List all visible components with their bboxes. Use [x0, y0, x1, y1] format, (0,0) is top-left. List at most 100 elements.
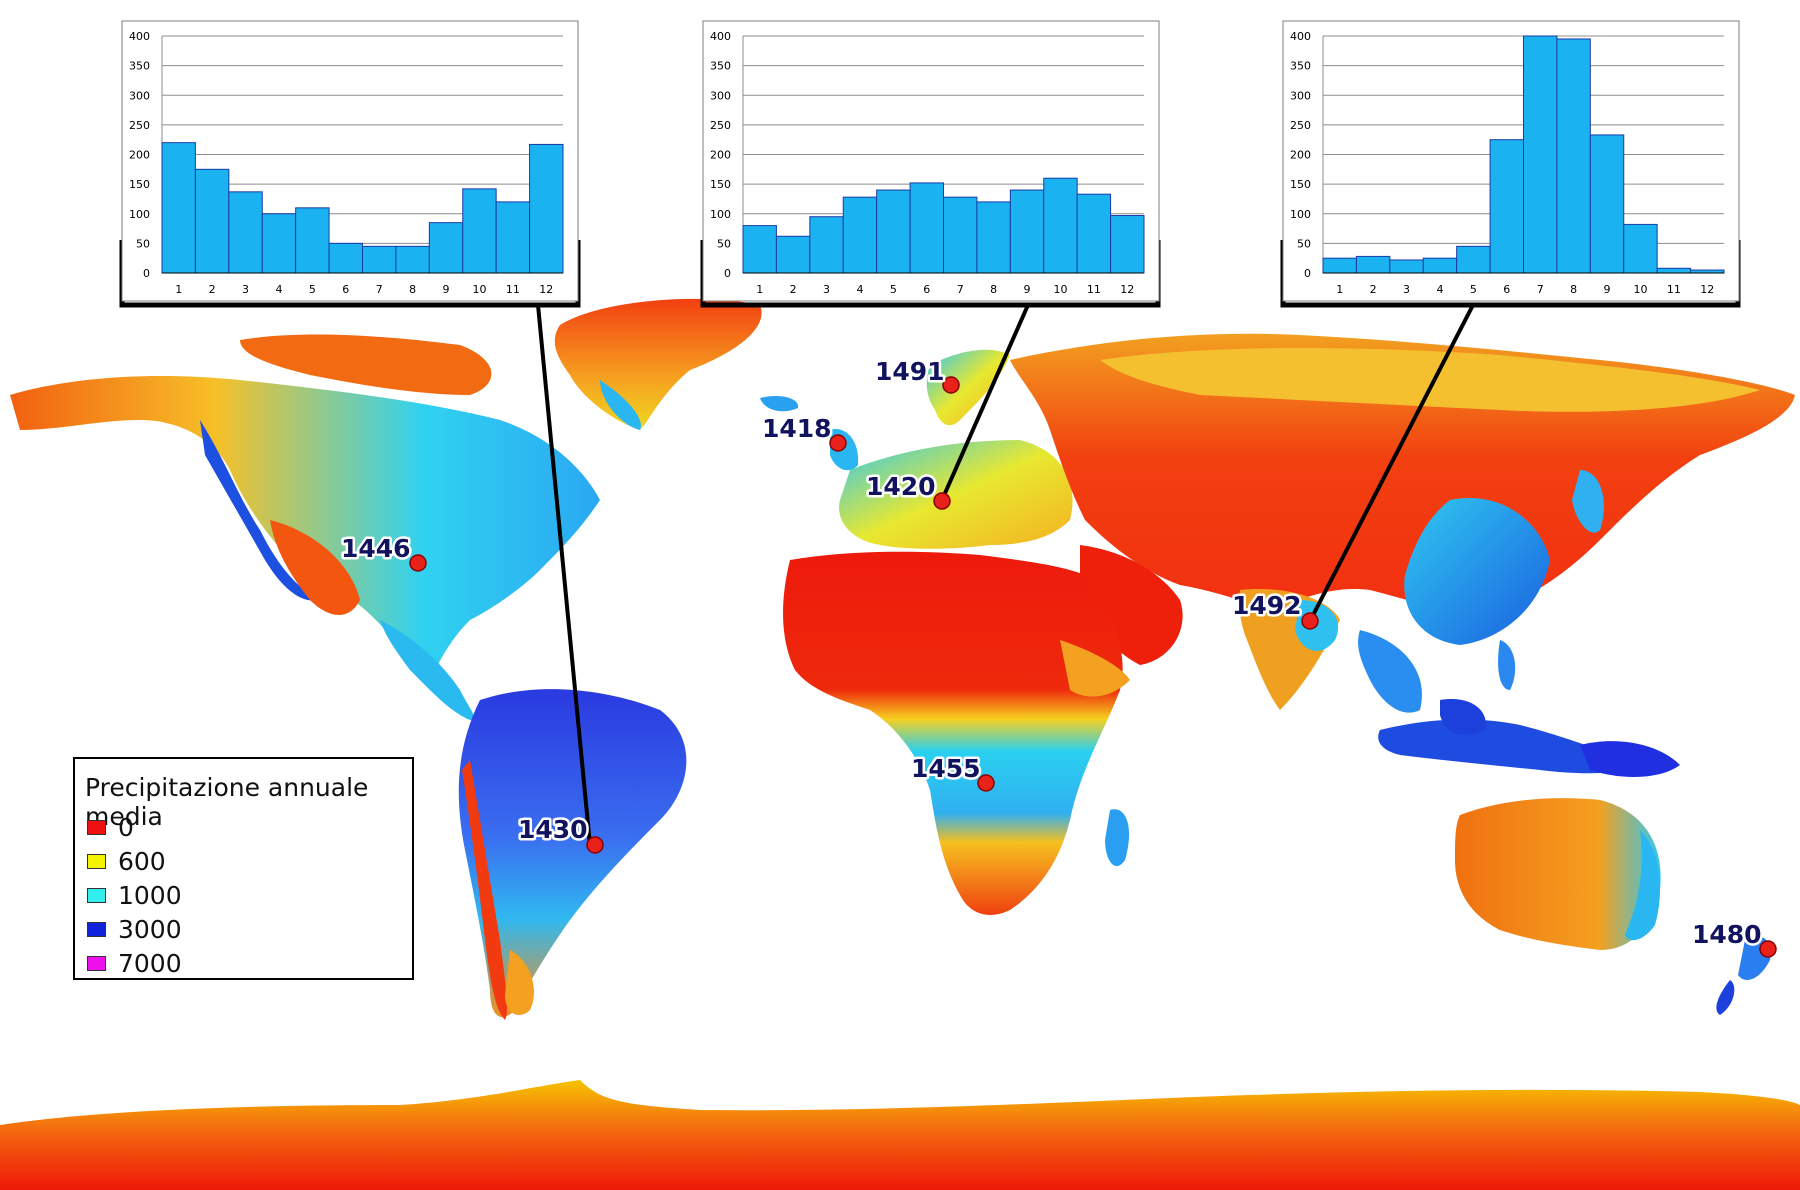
x-tick-label: 10 — [472, 283, 486, 296]
bar — [1076, 193, 1112, 274]
bar — [1589, 134, 1625, 274]
x-tick-label: 7 — [1537, 283, 1544, 296]
legend-swatch — [87, 887, 106, 903]
y-tick-label: 250 — [1290, 119, 1311, 132]
x-tick-label: 2 — [209, 283, 216, 296]
y-tick-label: 50 — [136, 237, 150, 250]
y-tick-label: 350 — [710, 60, 731, 73]
bar — [295, 207, 330, 274]
x-tick-label: 10 — [1053, 283, 1067, 296]
x-tick-label: 8 — [1570, 283, 1577, 296]
x-tick-label: 1 — [175, 283, 182, 296]
bar — [909, 182, 944, 274]
bar — [362, 245, 397, 274]
scandinavia — [926, 349, 1010, 426]
station-marker-1446 — [409, 554, 427, 572]
bar — [1489, 139, 1525, 274]
bar — [1389, 259, 1424, 274]
y-tick-label: 0 — [1304, 267, 1311, 280]
station-labels: 1491 1418 1420 1446 1492 1455 1430 1480 — [339, 355, 1765, 952]
southwest-desert — [270, 520, 360, 615]
x-tick-label: 4 — [856, 283, 863, 296]
leader-lines — [536, 304, 1475, 846]
legend-label: 7000 — [118, 948, 182, 978]
bar — [943, 196, 978, 274]
station-marker-1430 — [586, 836, 604, 854]
y-tick-label: 200 — [1290, 149, 1311, 162]
station-marker-1480 — [1759, 940, 1777, 958]
y-tick-label: 50 — [717, 237, 731, 250]
legend-item: 0 — [87, 812, 134, 842]
station-label-1418: 1418 — [762, 414, 832, 443]
indonesia — [1378, 719, 1640, 774]
y-tick-label: 250 — [129, 119, 150, 132]
south-america — [458, 689, 687, 1018]
y-tick-label: 100 — [1290, 208, 1311, 221]
bar — [261, 213, 297, 274]
philippines — [1498, 640, 1516, 690]
station-markers — [409, 376, 1777, 958]
bar — [529, 143, 564, 274]
bar — [1110, 215, 1145, 274]
x-tick-label: 3 — [242, 283, 249, 296]
legend-swatch — [87, 921, 106, 937]
station-marker-1492 — [1301, 612, 1319, 630]
japan — [1572, 470, 1604, 533]
x-tick-label: 5 — [1470, 283, 1477, 296]
bar — [876, 189, 911, 274]
bar — [328, 242, 364, 274]
legend-label: 600 — [118, 846, 166, 876]
x-tick-label: 11 — [1667, 283, 1681, 296]
legend-label: 0 — [118, 812, 134, 842]
station-marker-1418 — [829, 434, 847, 452]
bar — [1043, 177, 1078, 274]
station-marker-1455 — [977, 774, 995, 792]
southeast-asia — [1358, 630, 1422, 713]
x-tick-label: 1 — [756, 283, 763, 296]
bar — [1523, 35, 1558, 274]
siberia-north — [1100, 348, 1760, 412]
bar — [161, 142, 196, 274]
y-tick-label: 350 — [1290, 60, 1311, 73]
x-tick-label: 12 — [1700, 283, 1714, 296]
y-tick-label: 0 — [143, 267, 150, 280]
station-label-1492: 1492 — [1232, 591, 1302, 620]
borneo — [1440, 699, 1486, 735]
bar — [976, 201, 1011, 274]
x-tick-label: 7 — [376, 283, 383, 296]
x-tick-label: 12 — [1120, 283, 1134, 296]
north-america — [10, 375, 600, 680]
land-masses — [0, 298, 1800, 1190]
x-tick-label: 3 — [823, 283, 830, 296]
y-tick-label: 150 — [129, 178, 150, 191]
horn-of-africa — [1060, 640, 1130, 697]
y-tick-label: 300 — [129, 89, 150, 102]
patagonia — [505, 950, 534, 1015]
antarctica — [0, 1080, 1800, 1190]
y-tick-label: 400 — [710, 30, 731, 43]
legend-item: 1000 — [87, 880, 182, 910]
station-label-1480: 1480 — [1692, 920, 1762, 949]
station-label-1446: 1446 — [341, 534, 411, 563]
x-tick-label: 11 — [506, 283, 520, 296]
y-tick-label: 350 — [129, 60, 150, 73]
bar — [1623, 223, 1658, 274]
x-tick-label: 3 — [1403, 283, 1410, 296]
x-tick-label: 10 — [1633, 283, 1647, 296]
bar — [1322, 257, 1357, 274]
x-tick-label: 12 — [539, 283, 553, 296]
legend-title: Precipitazione annuale media — [85, 773, 369, 831]
y-tick-label: 250 — [710, 119, 731, 132]
andes-west-coast — [462, 760, 508, 1020]
bar — [1422, 257, 1458, 274]
y-tick-label: 50 — [1297, 237, 1311, 250]
y-tick-label: 150 — [710, 178, 731, 191]
x-tick-label: 6 — [923, 283, 930, 296]
x-tick-label: 9 — [1604, 283, 1611, 296]
x-tick-label: 11 — [1087, 283, 1101, 296]
x-tick-label: 9 — [443, 283, 450, 296]
y-tick-label: 200 — [129, 149, 150, 162]
legend-label: 1000 — [118, 880, 182, 910]
